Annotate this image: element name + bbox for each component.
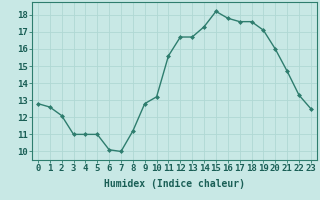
X-axis label: Humidex (Indice chaleur): Humidex (Indice chaleur) xyxy=(104,179,245,189)
